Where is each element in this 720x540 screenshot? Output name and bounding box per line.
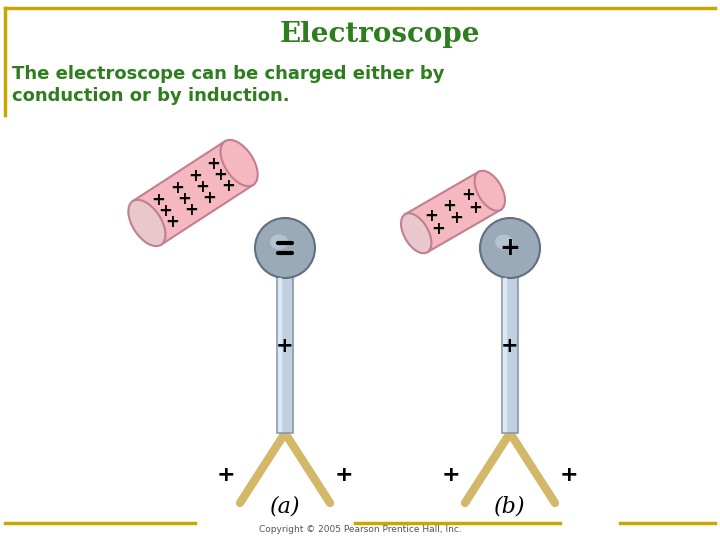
Ellipse shape — [270, 234, 288, 249]
Text: (a): (a) — [270, 496, 300, 518]
Text: +: + — [188, 167, 202, 185]
Bar — [277, 276, 293, 433]
Bar — [502, 276, 518, 433]
Ellipse shape — [495, 234, 513, 249]
Text: (b): (b) — [494, 496, 526, 518]
Text: +: + — [441, 465, 460, 485]
Text: +: + — [559, 465, 578, 485]
Text: +: + — [424, 207, 438, 225]
Text: +: + — [195, 178, 210, 196]
Text: Electroscope: Electroscope — [280, 21, 480, 48]
Text: +: + — [442, 197, 456, 214]
Text: +: + — [276, 336, 294, 356]
Text: +: + — [500, 236, 521, 260]
Text: +: + — [501, 336, 519, 356]
Text: +: + — [335, 465, 354, 485]
Text: The electroscope can be charged either by: The electroscope can be charged either b… — [12, 65, 444, 83]
Text: +: + — [217, 465, 235, 485]
Ellipse shape — [255, 218, 315, 278]
Ellipse shape — [401, 213, 431, 253]
Text: +: + — [158, 202, 172, 220]
Text: Copyright © 2005 Pearson Prentice Hall, Inc.: Copyright © 2005 Pearson Prentice Hall, … — [258, 525, 462, 535]
Ellipse shape — [128, 200, 166, 246]
Bar — [132, 141, 253, 245]
Text: +: + — [170, 179, 184, 197]
Text: +: + — [221, 177, 235, 195]
Text: +: + — [184, 201, 198, 219]
Text: +: + — [177, 190, 191, 208]
Text: +: + — [450, 210, 464, 227]
Text: +: + — [166, 213, 179, 231]
Text: +: + — [461, 186, 474, 204]
Text: +: + — [468, 199, 482, 217]
Ellipse shape — [474, 171, 505, 211]
Text: +: + — [431, 220, 445, 238]
Ellipse shape — [480, 218, 540, 278]
Text: conduction or by induction.: conduction or by induction. — [12, 87, 289, 105]
Text: +: + — [151, 191, 165, 209]
Bar — [405, 172, 501, 252]
Text: +: + — [202, 189, 216, 207]
Ellipse shape — [220, 140, 258, 186]
Text: +: + — [214, 166, 228, 184]
Text: +: + — [207, 155, 220, 173]
